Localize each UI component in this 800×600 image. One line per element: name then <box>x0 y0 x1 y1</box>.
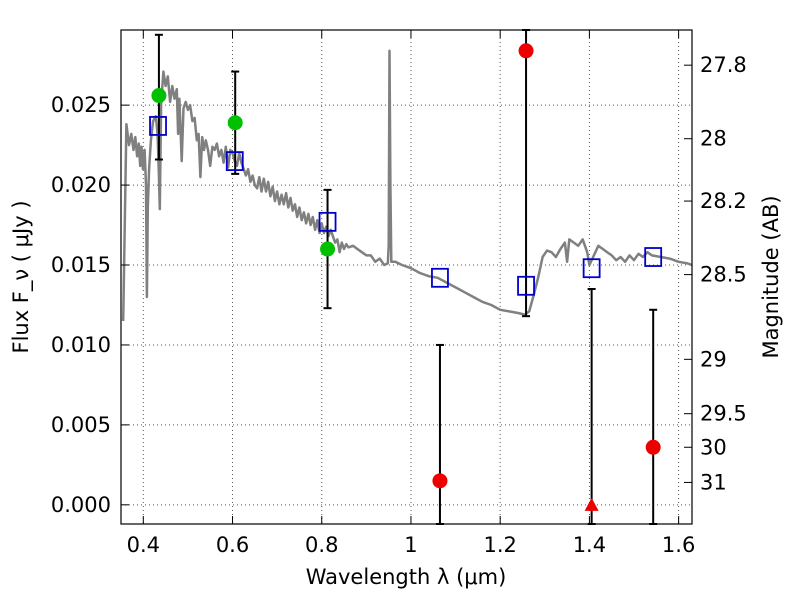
grid <box>121 30 692 524</box>
upper-limit-triangle <box>584 497 599 511</box>
photometry-point <box>432 473 448 489</box>
right-tick-label: 28.5 <box>700 263 747 287</box>
x-axis-ticks: 0.4 0.6 0.8 1 1.2 1.4 1.6 <box>127 30 695 557</box>
x-tick-label: 0.4 <box>127 533 160 557</box>
plot-frame <box>120 29 693 525</box>
right-tick-label: 29.5 <box>700 402 747 426</box>
model-square-marker <box>225 151 244 171</box>
y-tick-label: 0.005 <box>51 413 111 437</box>
model-square-marker <box>431 267 449 288</box>
photometry-point <box>151 88 167 104</box>
photometry-point <box>320 241 336 257</box>
y-axis-ticks: 0.000 0.005 0.010 0.015 0.020 0.025 <box>51 93 129 517</box>
x-tick-label: 1.6 <box>662 533 695 557</box>
x-tick-label: 1.4 <box>573 533 606 557</box>
spectrum-line <box>121 49 693 322</box>
right-tick-label: 30 <box>700 435 727 459</box>
model-square-marker <box>517 275 535 296</box>
x-tick-label: 0.8 <box>305 533 338 557</box>
y-tick-label: 0.000 <box>51 493 111 517</box>
right-tick-label: 29 <box>700 347 727 371</box>
x-axis-title: Wavelength λ (μm) <box>306 565 507 589</box>
y-tick-label: 0.015 <box>51 253 111 277</box>
y-tick-label: 0.025 <box>51 93 111 117</box>
photometry-point <box>518 43 534 59</box>
model-square-marker <box>582 258 601 279</box>
photometry-point <box>227 115 243 131</box>
model-square-marker <box>149 116 167 136</box>
right-tick-label: 27.8 <box>700 53 747 77</box>
data-markers <box>149 43 663 511</box>
model-square-marker <box>644 247 663 267</box>
model-square-marker <box>318 211 337 232</box>
right-tick-label: 28 <box>700 127 727 151</box>
x-tick-label: 1 <box>404 533 417 557</box>
right-tick-label: 31 <box>700 470 727 494</box>
photometry-point <box>645 439 661 455</box>
error-bars <box>154 29 658 525</box>
y-axis-title: Flux F_ν ( μJy ) <box>9 200 34 353</box>
y-tick-label: 0.010 <box>51 333 111 357</box>
model-spectrum <box>121 49 693 322</box>
right-tick-label: 28.2 <box>700 189 747 213</box>
right-axis-ticks: 27.8 28 28.2 28.5 29 29.5 30 31 <box>684 53 747 494</box>
right-axis-title: Magnitude (AB) <box>759 195 783 358</box>
x-tick-label: 1.2 <box>483 533 516 557</box>
x-tick-label: 0.6 <box>216 533 249 557</box>
y-tick-label: 0.020 <box>51 173 111 197</box>
